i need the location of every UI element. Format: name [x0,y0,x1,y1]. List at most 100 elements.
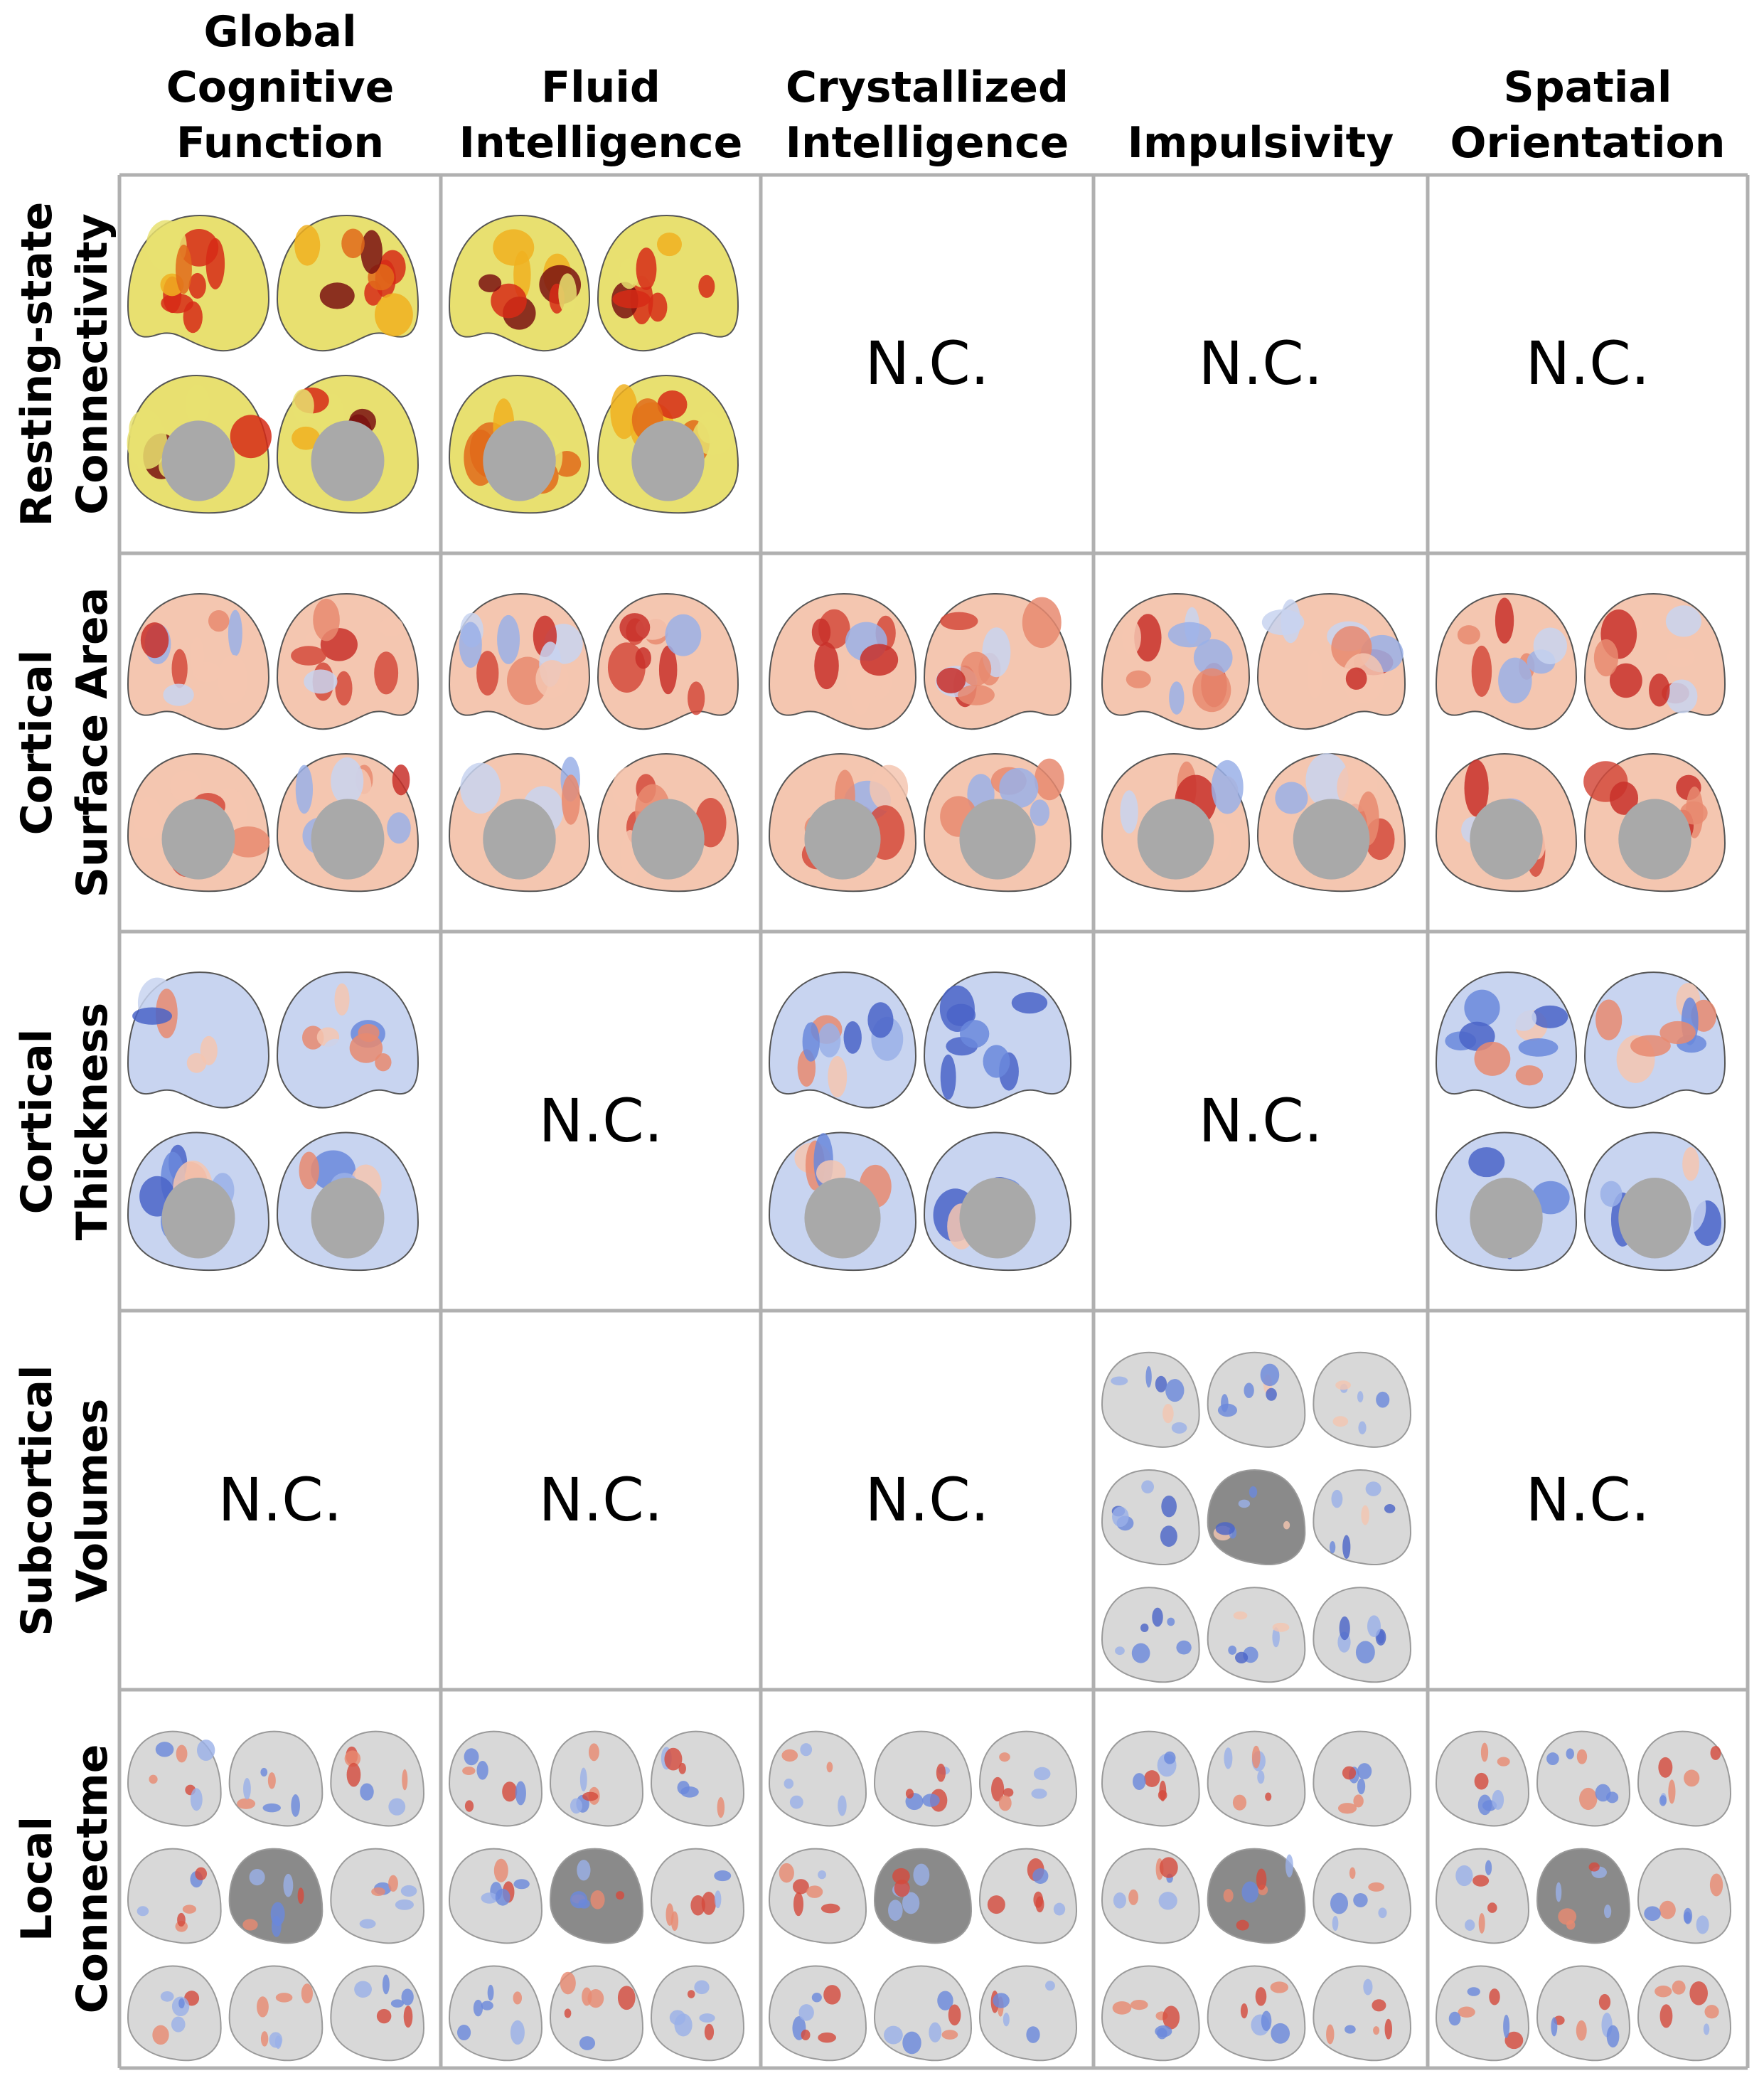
slice-patch [1644,1906,1661,1922]
cortex-patch [491,283,527,319]
slice-patch [1156,2028,1167,2040]
cortex-patch [1515,1065,1544,1086]
brain-slice [127,1848,222,1944]
slice-patch [1031,1788,1047,1799]
column-header-1-line-1: Intelligence [459,118,743,168]
slice-patch [793,1879,809,1895]
row-header-1-line-1: Surface Area [68,587,117,898]
cortex-patch [185,384,210,425]
slice-patch [495,1888,511,1906]
cortex-patch [1495,597,1514,644]
slice-patch [1241,1881,1259,1903]
slice-patch [1659,1900,1676,1919]
brain-slice [1207,1587,1306,1683]
slice-patch [699,2013,715,2023]
brain-slice [330,1730,425,1827]
brain-slice [768,1730,867,1827]
slice-patch [1164,1751,1176,1764]
slice-patch [941,2030,958,2040]
cortex-patch [228,609,242,656]
slice-patch [590,1890,605,1909]
cortex-patch [304,669,338,694]
cortex-patch [1169,681,1185,715]
slice-patch [1158,1892,1177,1910]
column-header-3-line-0: Impulsivity [1127,118,1394,168]
cortex-patch [1609,663,1642,698]
slice-patch [806,1885,823,1898]
slice-patch [152,2025,169,2045]
slice-patch [1167,1617,1175,1626]
cortical-surface-map [127,593,419,893]
slice-patch [991,1776,1005,1802]
cortex-patch [802,1022,820,1062]
slice-patch [473,1999,483,2017]
cortex-patch [648,292,668,322]
cortex-patch [870,765,909,811]
column-header-0-line-2: Function [176,118,385,168]
slice-patch [1235,1651,1249,1663]
slice-patch [487,1984,494,2001]
column-header-2-line-0: Crystallized [786,63,1069,112]
cortex-patch [1609,782,1639,815]
column-header-0-line-0: Global [203,7,357,57]
slice-patch [1130,2000,1148,2010]
slice-patch [1492,1789,1504,1810]
medial-wall [1470,799,1543,880]
cortex-patch [1464,760,1489,817]
medial-wall [631,799,705,880]
slice-patch [1355,1641,1375,1664]
cortical-surface-map [1101,593,1406,893]
row-header-0-line-0: Resting-state [12,201,62,527]
medial-wall [1137,799,1214,880]
slice-patch [922,1794,940,1807]
slice-patch [781,1749,798,1762]
slice-patch [1160,1525,1177,1547]
slice-patch [1365,1481,1381,1496]
slice-patch [1474,1772,1489,1790]
slice-patch [155,1742,174,1757]
slice-patch [823,1985,841,2005]
slice-patch [793,1892,804,1917]
slice-patch [1497,1757,1510,1767]
cortex-patch [1211,760,1244,814]
slice-patch [577,1860,591,1881]
slice-patch [701,1891,716,1915]
brain-slice [1536,1848,1631,1944]
brain-slice [1207,1965,1306,2062]
slice-patch [1504,2031,1524,2050]
cortex-patch [657,390,688,419]
cortex-patch [301,1025,324,1050]
slice-patch [1159,1857,1178,1878]
cortex-patch [319,282,355,309]
slice-patch [1339,1616,1350,1641]
cortex-patch [1345,667,1367,690]
slice-montage [1101,1351,1412,1683]
cortex-patch [175,244,192,294]
cortex-patch [1509,1006,1537,1031]
slice-patch [664,1747,683,1771]
slice-patch [1257,1770,1265,1784]
cortex-patch [127,417,168,469]
slice-patch [1003,1788,1014,1797]
slice-patch [1326,2024,1335,2045]
slice-patch [346,1762,361,1787]
slice-patch [1556,1882,1562,1902]
cortex-patch [331,757,364,805]
slice-patch [1376,1391,1390,1408]
slice-patch [1606,2025,1620,2048]
slice-patch [1487,1902,1497,1913]
slice-patch [894,1879,910,1897]
cortical-surface-map [448,593,739,893]
slice-patch [1477,1794,1492,1816]
brain-slice [978,1965,1078,2062]
cortex-patch [1474,1041,1511,1076]
slice-patch [262,1803,281,1813]
cortex-patch [1120,790,1138,833]
slice-patch [578,1899,590,1909]
cortex-patch [619,613,651,642]
slice-patch [190,1788,203,1811]
slice-patch [1272,1622,1290,1632]
slice-patch [297,1887,304,1904]
cortex-patch [1457,625,1480,645]
